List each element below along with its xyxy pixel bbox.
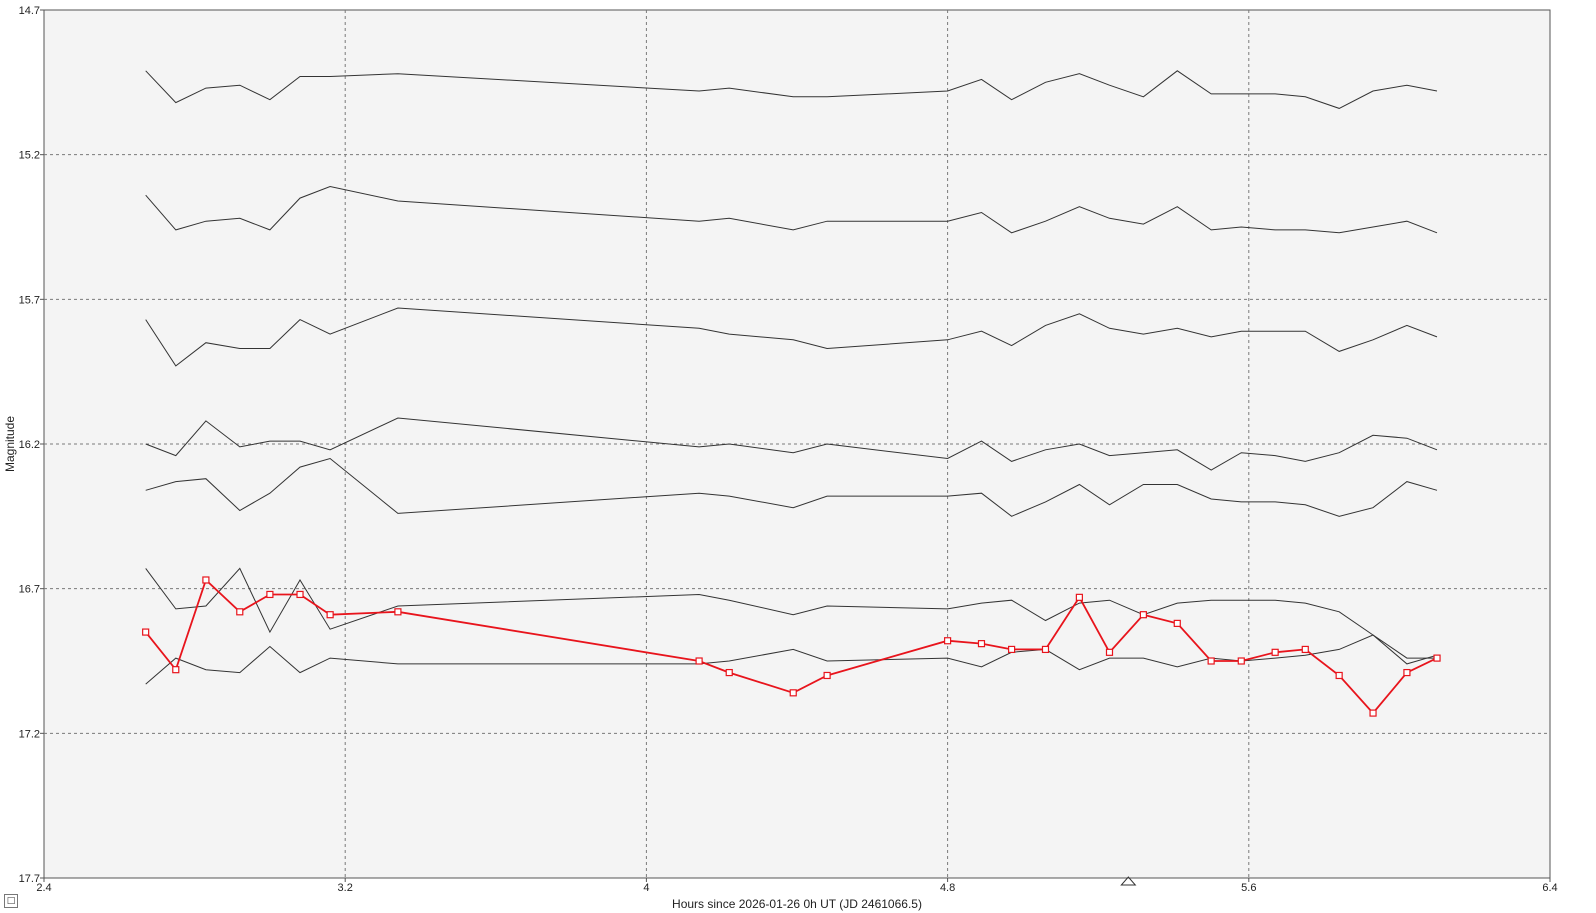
data-point[interactable] <box>1237 657 1245 665</box>
data-point[interactable] <box>823 671 831 680</box>
x-axis-title: Hours since 2026-01-26 0h UT (JD 2461066… <box>672 897 922 911</box>
series-comparison <box>145 70 1438 109</box>
x-tick-label: 4.8 <box>940 882 955 894</box>
data-point[interactable] <box>1075 593 1083 601</box>
data-point[interactable] <box>789 689 797 697</box>
y-axis-title: Magnitude <box>3 416 17 472</box>
data-point[interactable] <box>1335 671 1343 680</box>
y-tick-label: 16.7 <box>19 584 40 596</box>
data-point[interactable] <box>725 668 733 677</box>
y-tick-label: 17.2 <box>19 728 40 740</box>
series-comparison <box>145 185 1438 234</box>
data-point[interactable] <box>943 637 952 645</box>
data-point[interactable] <box>1369 709 1377 717</box>
series-comparison <box>145 634 1438 685</box>
x-tick-label: 5.6 <box>1241 882 1256 894</box>
data-point[interactable] <box>977 640 986 648</box>
x-tick-label: 6.4 <box>1542 882 1557 894</box>
axis-labels: 2.4 3.2 4 4.8 5.6 6.4 14.7 15.2 15.7 16.2 16.7 17.2… <box>19 5 1558 894</box>
square-icon[interactable]: □ <box>4 894 18 908</box>
data-point[interactable] <box>1403 668 1411 677</box>
y-tick-label: 17.7 <box>19 873 40 885</box>
x-tick-label: 2.4 <box>36 882 51 894</box>
data-point[interactable] <box>236 608 244 616</box>
data-point[interactable] <box>1271 648 1279 656</box>
data-point[interactable] <box>296 590 304 599</box>
series-comparison <box>145 307 1438 367</box>
data-point[interactable] <box>326 611 334 619</box>
data-point[interactable] <box>1041 645 1050 654</box>
series-layer <box>142 70 1441 717</box>
data-point[interactable] <box>1173 619 1181 627</box>
data-point[interactable] <box>172 666 180 674</box>
data-point[interactable] <box>1139 611 1147 619</box>
data-point[interactable] <box>266 590 274 599</box>
x-tick-label: 3.2 <box>338 882 353 894</box>
data-point[interactable] <box>142 628 150 636</box>
data-point[interactable] <box>1207 657 1215 665</box>
data-point[interactable] <box>394 608 402 616</box>
corner-button-glyph: □ <box>6 895 16 906</box>
data-point[interactable] <box>695 657 703 665</box>
comparison-series-line <box>145 185 1438 234</box>
y-tick-label: 16.2 <box>19 439 40 451</box>
y-tick-label: 14.7 <box>19 5 40 17</box>
series-comparison <box>145 567 1437 659</box>
comparison-series-line <box>145 634 1438 685</box>
target-series-line <box>144 578 1438 715</box>
comparison-series-line <box>145 307 1438 367</box>
series-comparison <box>145 457 1438 517</box>
data-point[interactable] <box>1105 648 1114 656</box>
triangle-marker-icon[interactable] <box>1120 876 1137 886</box>
data-point[interactable] <box>1008 645 1016 654</box>
series-target <box>142 576 1441 717</box>
y-tick-label: 15.2 <box>19 150 40 162</box>
comparison-series-line <box>145 457 1438 517</box>
series-comparison <box>145 417 1438 471</box>
comparison-series-line <box>145 70 1438 109</box>
data-point[interactable] <box>1433 654 1441 662</box>
grid-lines <box>44 10 1550 878</box>
comparison-series-line <box>145 567 1437 659</box>
x-tick-label: 4 <box>643 882 649 894</box>
data-point[interactable] <box>202 576 210 584</box>
data-point[interactable] <box>1301 645 1309 654</box>
y-tick-label: 15.7 <box>19 294 40 306</box>
comparison-series-line <box>145 417 1438 471</box>
